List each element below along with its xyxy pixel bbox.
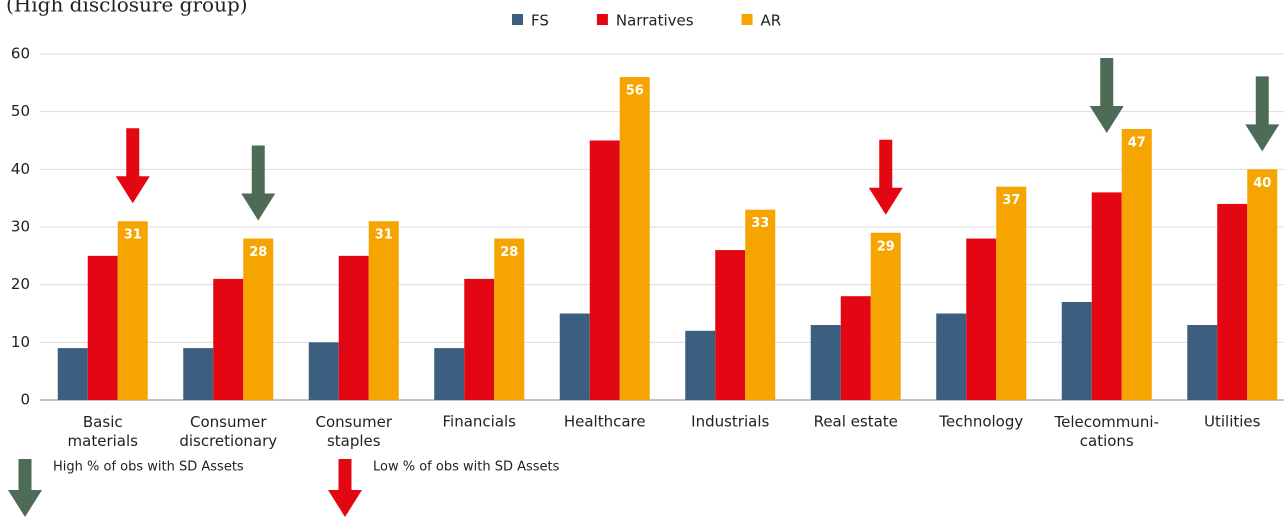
legend-swatch [512,14,523,25]
marker-arrow [241,145,276,221]
x-tick-label: Healthcare [564,413,646,431]
x-tick-label: Consumer staples [316,413,393,450]
marker-legend-label: Low % of obs with SD Assets [373,460,560,475]
bar [1217,203,1248,400]
bar [1061,301,1092,400]
data-label: 31 [375,228,393,243]
bar [1121,128,1152,400]
legend-swatch [741,14,753,25]
bar [494,238,525,400]
data-label: 40 [1253,176,1271,191]
legend-label: Narratives [616,12,694,30]
bar [936,313,967,400]
y-tick-label: 40 [11,160,30,178]
bar [685,330,716,400]
marker-arrow [1245,76,1280,152]
bar [1247,169,1278,400]
y-tick-label: 10 [11,333,30,351]
legend-label: FS [531,12,549,30]
bar [619,77,650,401]
bar [434,348,465,400]
x-tick-label: Technology [938,413,1023,431]
bar [183,348,214,400]
legend-label: AR [761,12,782,30]
bar [996,186,1027,400]
bar [308,342,339,400]
x-tick-label: Consumer discretionary [179,413,277,450]
y-tick-label: 60 [11,45,30,63]
marker-legend-label: High % of obs with SD Assets [53,460,244,475]
chart-title: (High disclosure group) [6,0,248,17]
y-tick-label: 0 [20,391,30,409]
bar [966,238,997,400]
marker-arrow [1089,58,1124,133]
y-tick-label: 30 [11,218,30,236]
data-label: 28 [500,245,518,260]
data-label: 29 [877,239,895,254]
bar [840,296,871,400]
bar [810,325,841,400]
x-tick-label: Basic materials [68,413,139,450]
data-label: 56 [626,84,644,99]
data-label: 37 [1002,193,1020,208]
bar [589,140,620,400]
y-tick-label: 50 [11,102,30,120]
marker-arrow [868,139,903,215]
bar [870,232,901,400]
x-tick-label: Real estate [814,413,898,431]
x-tick-label: Industrials [691,413,769,431]
data-label: 31 [124,228,142,243]
bar [117,221,148,400]
data-label: 47 [1128,135,1146,150]
x-tick-label: Utilities [1204,413,1261,431]
bar [559,313,590,400]
y-tick-label: 20 [11,275,30,293]
marker-arrow [115,128,150,204]
bar [243,238,274,400]
bar [338,255,369,400]
x-tick-label: Financials [443,413,517,431]
marker-legend-arrow [328,459,362,517]
bar [1091,192,1122,400]
bar [715,250,746,400]
bar [745,209,776,400]
bar [464,278,495,400]
bar [87,255,118,400]
bar [368,221,399,400]
marker-legend-arrow [8,459,42,517]
bar [57,348,88,400]
legend-swatch [596,14,608,25]
bar [213,278,244,400]
data-label: 33 [751,216,769,231]
data-label: 28 [249,245,267,260]
x-tick-label: Telecommuni-cations [1054,413,1159,450]
bar [1187,325,1218,400]
